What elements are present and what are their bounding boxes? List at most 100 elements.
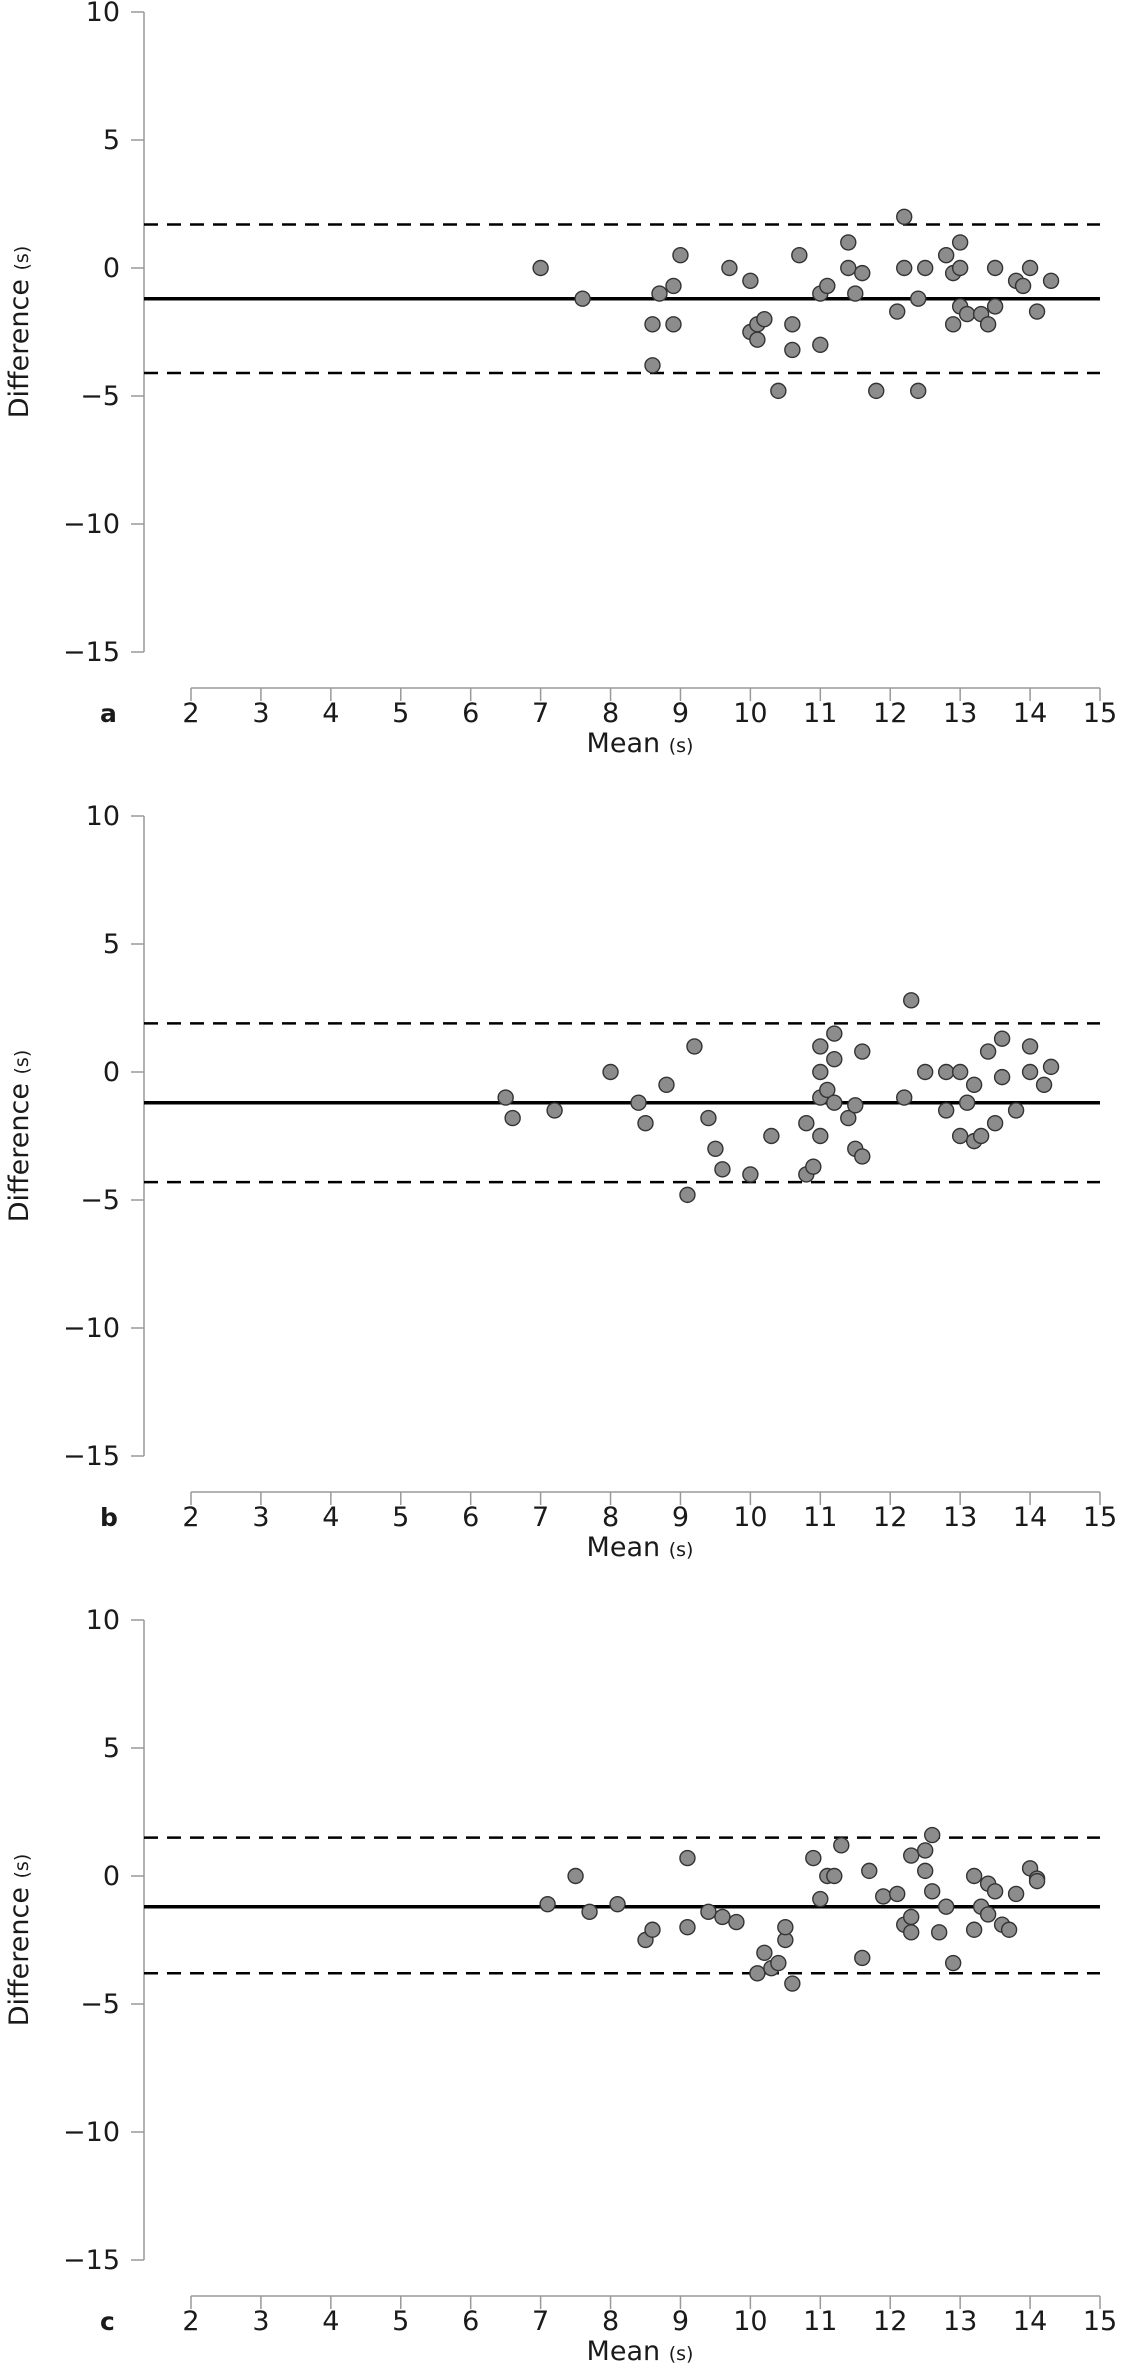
data-point: [986, 1114, 1004, 1132]
x-tick-label: 10: [733, 2306, 767, 2337]
data-point: [937, 1898, 955, 1915]
data-point: [951, 259, 969, 277]
data-point: [937, 246, 955, 264]
data-point: [756, 1944, 773, 1962]
data-point: [951, 234, 969, 251]
data-point: [903, 1847, 920, 1864]
data-point: [749, 331, 766, 348]
data-point: [826, 1867, 843, 1885]
x-tick-label: 4: [322, 2306, 339, 2337]
data-point: [819, 277, 836, 295]
data-point: [1021, 1038, 1039, 1055]
x-tick-label: 13: [943, 1502, 977, 1533]
x-axis-title-text: Mean: [587, 728, 669, 759]
x-tick-label: 2: [182, 698, 199, 729]
data-point: [840, 1109, 857, 1127]
data-point: [923, 1883, 941, 1900]
x-tick-label: 2: [182, 1502, 199, 1533]
y-tick-label: −10: [63, 1313, 120, 1344]
data-point: [574, 290, 591, 307]
y-tick-label: −15: [63, 2245, 120, 2276]
data-point: [497, 1089, 514, 1106]
data-point: [819, 1081, 836, 1099]
y-axis-title-text: Difference: [4, 270, 35, 418]
data-point: [812, 336, 829, 353]
data-point: [840, 259, 857, 277]
data-point: [714, 1161, 731, 1178]
data-point: [812, 1890, 829, 1908]
x-tick-label: 3: [252, 1502, 269, 1533]
data-point: [770, 1954, 787, 1972]
data-point: [714, 1908, 731, 1926]
x-tick-label: 12: [873, 698, 907, 729]
data-point: [763, 1127, 780, 1145]
x-tick-label: 11: [803, 2306, 837, 2337]
data-point: [826, 1050, 843, 1068]
data-point: [840, 234, 857, 251]
data-point: [1007, 1102, 1025, 1119]
y-axis-title-text: Difference: [4, 1878, 35, 2026]
x-tick-label: 3: [252, 2306, 269, 2337]
x-tick-label: 10: [733, 698, 767, 729]
x-axis-title: Mean (s): [587, 2336, 694, 2363]
data-point: [986, 1883, 1004, 1900]
data-point: [609, 1895, 626, 1913]
data-point: [504, 1109, 521, 1127]
y-tick-label: −10: [63, 509, 120, 540]
y-tick-label: 5: [103, 125, 120, 156]
y-axis-title: Difference (s): [4, 246, 35, 419]
y-tick-label: 10: [86, 0, 120, 28]
y-axis-title: Difference (s): [4, 1050, 35, 1223]
data-point: [979, 1043, 997, 1060]
data-point: [679, 1186, 696, 1204]
x-tick-label: 15: [1083, 1502, 1117, 1533]
data-point: [630, 1094, 647, 1111]
data-point: [910, 290, 927, 307]
data-point: [539, 1895, 556, 1913]
y-tick-label: 0: [103, 253, 120, 284]
data-point: [937, 1063, 955, 1081]
x-tick-label: 8: [602, 698, 619, 729]
data-point: [651, 285, 668, 302]
data-point: [749, 1965, 766, 1982]
data-point: [756, 311, 773, 328]
data-point: [1028, 1872, 1046, 1890]
data-point: [546, 1102, 563, 1119]
x-tick-label: 9: [672, 698, 689, 729]
data-point: [965, 1867, 983, 1885]
data-point: [958, 1094, 976, 1111]
data-point: [875, 1888, 892, 1905]
data-point: [700, 1903, 717, 1921]
chart-panel-c: 10 5 0 −5 −10 −15 2 3 4 5 6 7 8 9 10 11 12 13 14 15 c Mean (s…: [4, 1605, 1117, 2363]
data-point: [742, 272, 759, 289]
data-point: [1028, 303, 1046, 320]
x-tick-label: 12: [873, 2306, 907, 2337]
data-point: [930, 1924, 948, 1941]
data-point: [1007, 1885, 1025, 1903]
data-point: [910, 382, 927, 400]
data-point: [986, 298, 1004, 315]
data-point: [1035, 1076, 1053, 1094]
y-tick-label: −15: [63, 637, 120, 668]
data-point: [1042, 1058, 1060, 1076]
data-point: [700, 1109, 717, 1127]
x-tick-label: 14: [1013, 2306, 1047, 2337]
y-axis-title-unit: (s): [11, 1050, 33, 1075]
data-point: [986, 259, 1004, 277]
x-tick-label: 4: [322, 1502, 339, 1533]
data-point: [896, 208, 913, 226]
x-tick-label: 10: [733, 1502, 767, 1533]
panel-label: a: [100, 699, 117, 728]
data-point: [861, 1862, 878, 1880]
y-tick-label: −15: [63, 1441, 120, 1472]
data-point: [791, 246, 808, 264]
data-point: [644, 1921, 661, 1938]
y-axis-title-text: Difference: [4, 1074, 35, 1222]
data-point: [833, 1837, 850, 1854]
data-point: [937, 1102, 955, 1119]
x-tick-label: 9: [672, 1502, 689, 1533]
panel-label: c: [100, 2307, 115, 2336]
data-point: [686, 1038, 703, 1055]
y-tick-label: −5: [80, 1989, 120, 2020]
data-point: [812, 1127, 829, 1145]
